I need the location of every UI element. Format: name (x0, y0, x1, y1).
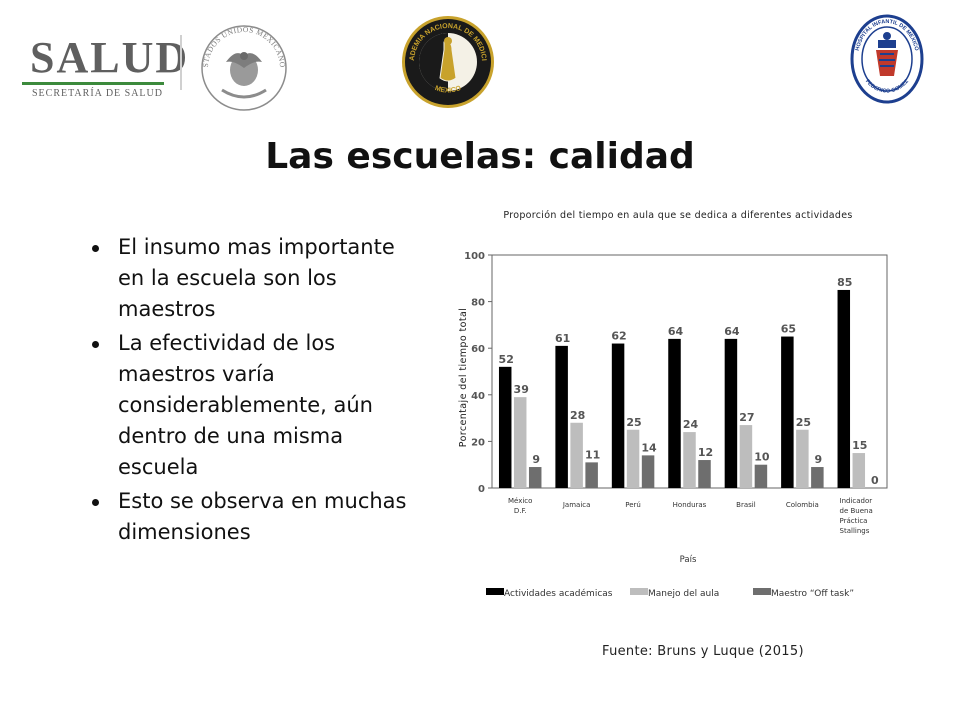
y-tick-label: 20 (471, 437, 485, 448)
academia-seal-bottom-text: MEXICO (434, 85, 463, 95)
bullet-text: Esto se observa en muchas dimensiones (118, 489, 407, 544)
data-label: 64 (668, 325, 684, 338)
bar (498, 366, 512, 488)
data-label: 12 (698, 446, 713, 459)
bar (626, 429, 640, 488)
data-label: 28 (570, 409, 585, 422)
bar (781, 336, 794, 488)
salud-logo-line (22, 82, 164, 85)
data-label: 11 (585, 448, 600, 461)
legend-label: Manejo del aula (648, 589, 719, 599)
bullet-list: El insumo mas importante en la escuela s… (90, 232, 410, 551)
x-tick-label: D.F. (514, 507, 527, 515)
legend-swatch (630, 588, 648, 595)
chart-title: Proporción del tiempo en aula que se ded… (503, 210, 852, 221)
bar (739, 425, 753, 488)
x-axis-label: País (680, 555, 697, 565)
y-tick-label: 0 (478, 484, 485, 495)
bar (811, 467, 824, 488)
hospital-seal-bottom-text: FEDERICO GOMEZ (864, 78, 910, 94)
data-label: 85 (837, 276, 852, 289)
source-note: Fuente: Bruns y Luque (2015) (602, 644, 804, 659)
bar (611, 343, 625, 488)
data-label: 25 (796, 416, 811, 429)
x-tick-label: Indicador (840, 497, 873, 505)
x-tick-label: Honduras (673, 501, 707, 509)
x-tick-label: Stallings (840, 527, 870, 535)
svg-text:FEDERICO GOMEZ: FEDERICO GOMEZ (864, 78, 910, 94)
legend-label: Maestro “Off task” (771, 589, 854, 599)
bullet-dot (92, 341, 99, 348)
x-tick-label: de Buena (840, 507, 873, 515)
data-label: 10 (754, 451, 770, 464)
x-tick-label: México (508, 497, 532, 505)
salud-logo-word: SALUD (30, 33, 190, 82)
data-label: 15 (852, 439, 867, 452)
bar (683, 432, 696, 488)
legend-swatch (486, 588, 504, 595)
x-tick-label: Práctica (840, 517, 868, 525)
data-label: 9 (815, 453, 823, 466)
bar (528, 467, 542, 488)
bullet-text: El insumo mas importante en la escuela s… (118, 235, 395, 321)
bullet-item: La efectividad de los maestros varía con… (90, 328, 410, 483)
data-label: 27 (739, 411, 754, 424)
academia-medicina-seal-logo: ACADEMIA NACIONAL DE MEDICINA MEXICO (400, 14, 494, 108)
y-tick-label: 60 (471, 344, 485, 355)
x-tick-label: Perú (625, 501, 641, 509)
data-label: 64 (724, 325, 740, 338)
bar (698, 460, 711, 488)
x-tick-label: Jamaica (562, 501, 591, 509)
bullet-item: Esto se observa en muchas dimensiones (90, 486, 410, 548)
bar (513, 397, 527, 488)
y-tick-label: 40 (471, 391, 485, 402)
svg-text:MEXICO: MEXICO (434, 85, 463, 95)
data-label: 14 (641, 441, 657, 454)
data-label: 61 (555, 332, 570, 345)
y-tick-label: 80 (471, 298, 485, 309)
bar (585, 462, 598, 488)
legend-label: Actividades académicas (504, 588, 613, 599)
data-label: 24 (683, 418, 699, 431)
bar (555, 345, 568, 488)
bar (796, 429, 809, 488)
y-axis-label: Porcentaje del tiempo total (458, 308, 469, 447)
bullet-dot (92, 499, 99, 506)
data-label: 52 (499, 353, 514, 366)
salud-logo-subtitle: SECRETARÍA DE SALUD (32, 88, 163, 99)
salud-logo: SALUD SECRETARÍA DE SALUD (10, 30, 187, 100)
data-label: 25 (626, 416, 641, 429)
data-label: 62 (611, 330, 626, 343)
bullet-item: El insumo mas importante en la escuela s… (90, 232, 410, 325)
bar (837, 289, 851, 488)
activity-time-bar-chart: Proporción del tiempo en aula que se ded… (458, 210, 888, 599)
logo-divider (180, 35, 182, 90)
hospital-infantil-seal-logo: HOSPITAL INFANTIL DE MEXICO FEDERICO GOM… (850, 14, 924, 104)
bar (641, 455, 655, 488)
slide-title: Las escuelas: calidad (265, 136, 695, 177)
data-label: 39 (514, 383, 529, 396)
bar (668, 338, 681, 488)
data-label: 9 (532, 453, 540, 466)
bar (754, 464, 768, 488)
bar (852, 453, 866, 488)
bullet-dot (92, 245, 99, 252)
bar (570, 422, 583, 488)
legend-swatch (753, 588, 771, 595)
bullet-text: La efectividad de los maestros varía con… (118, 331, 373, 479)
x-tick-label: Colombia (786, 501, 819, 509)
mexico-coat-of-arms-logo: ESTADOS UNIDOS MEXICANOS (196, 18, 287, 111)
data-label: 65 (781, 323, 796, 336)
y-tick-label: 100 (464, 251, 485, 262)
bar (724, 338, 738, 488)
x-tick-label: Brasil (736, 501, 756, 509)
data-label: 0 (871, 474, 879, 487)
